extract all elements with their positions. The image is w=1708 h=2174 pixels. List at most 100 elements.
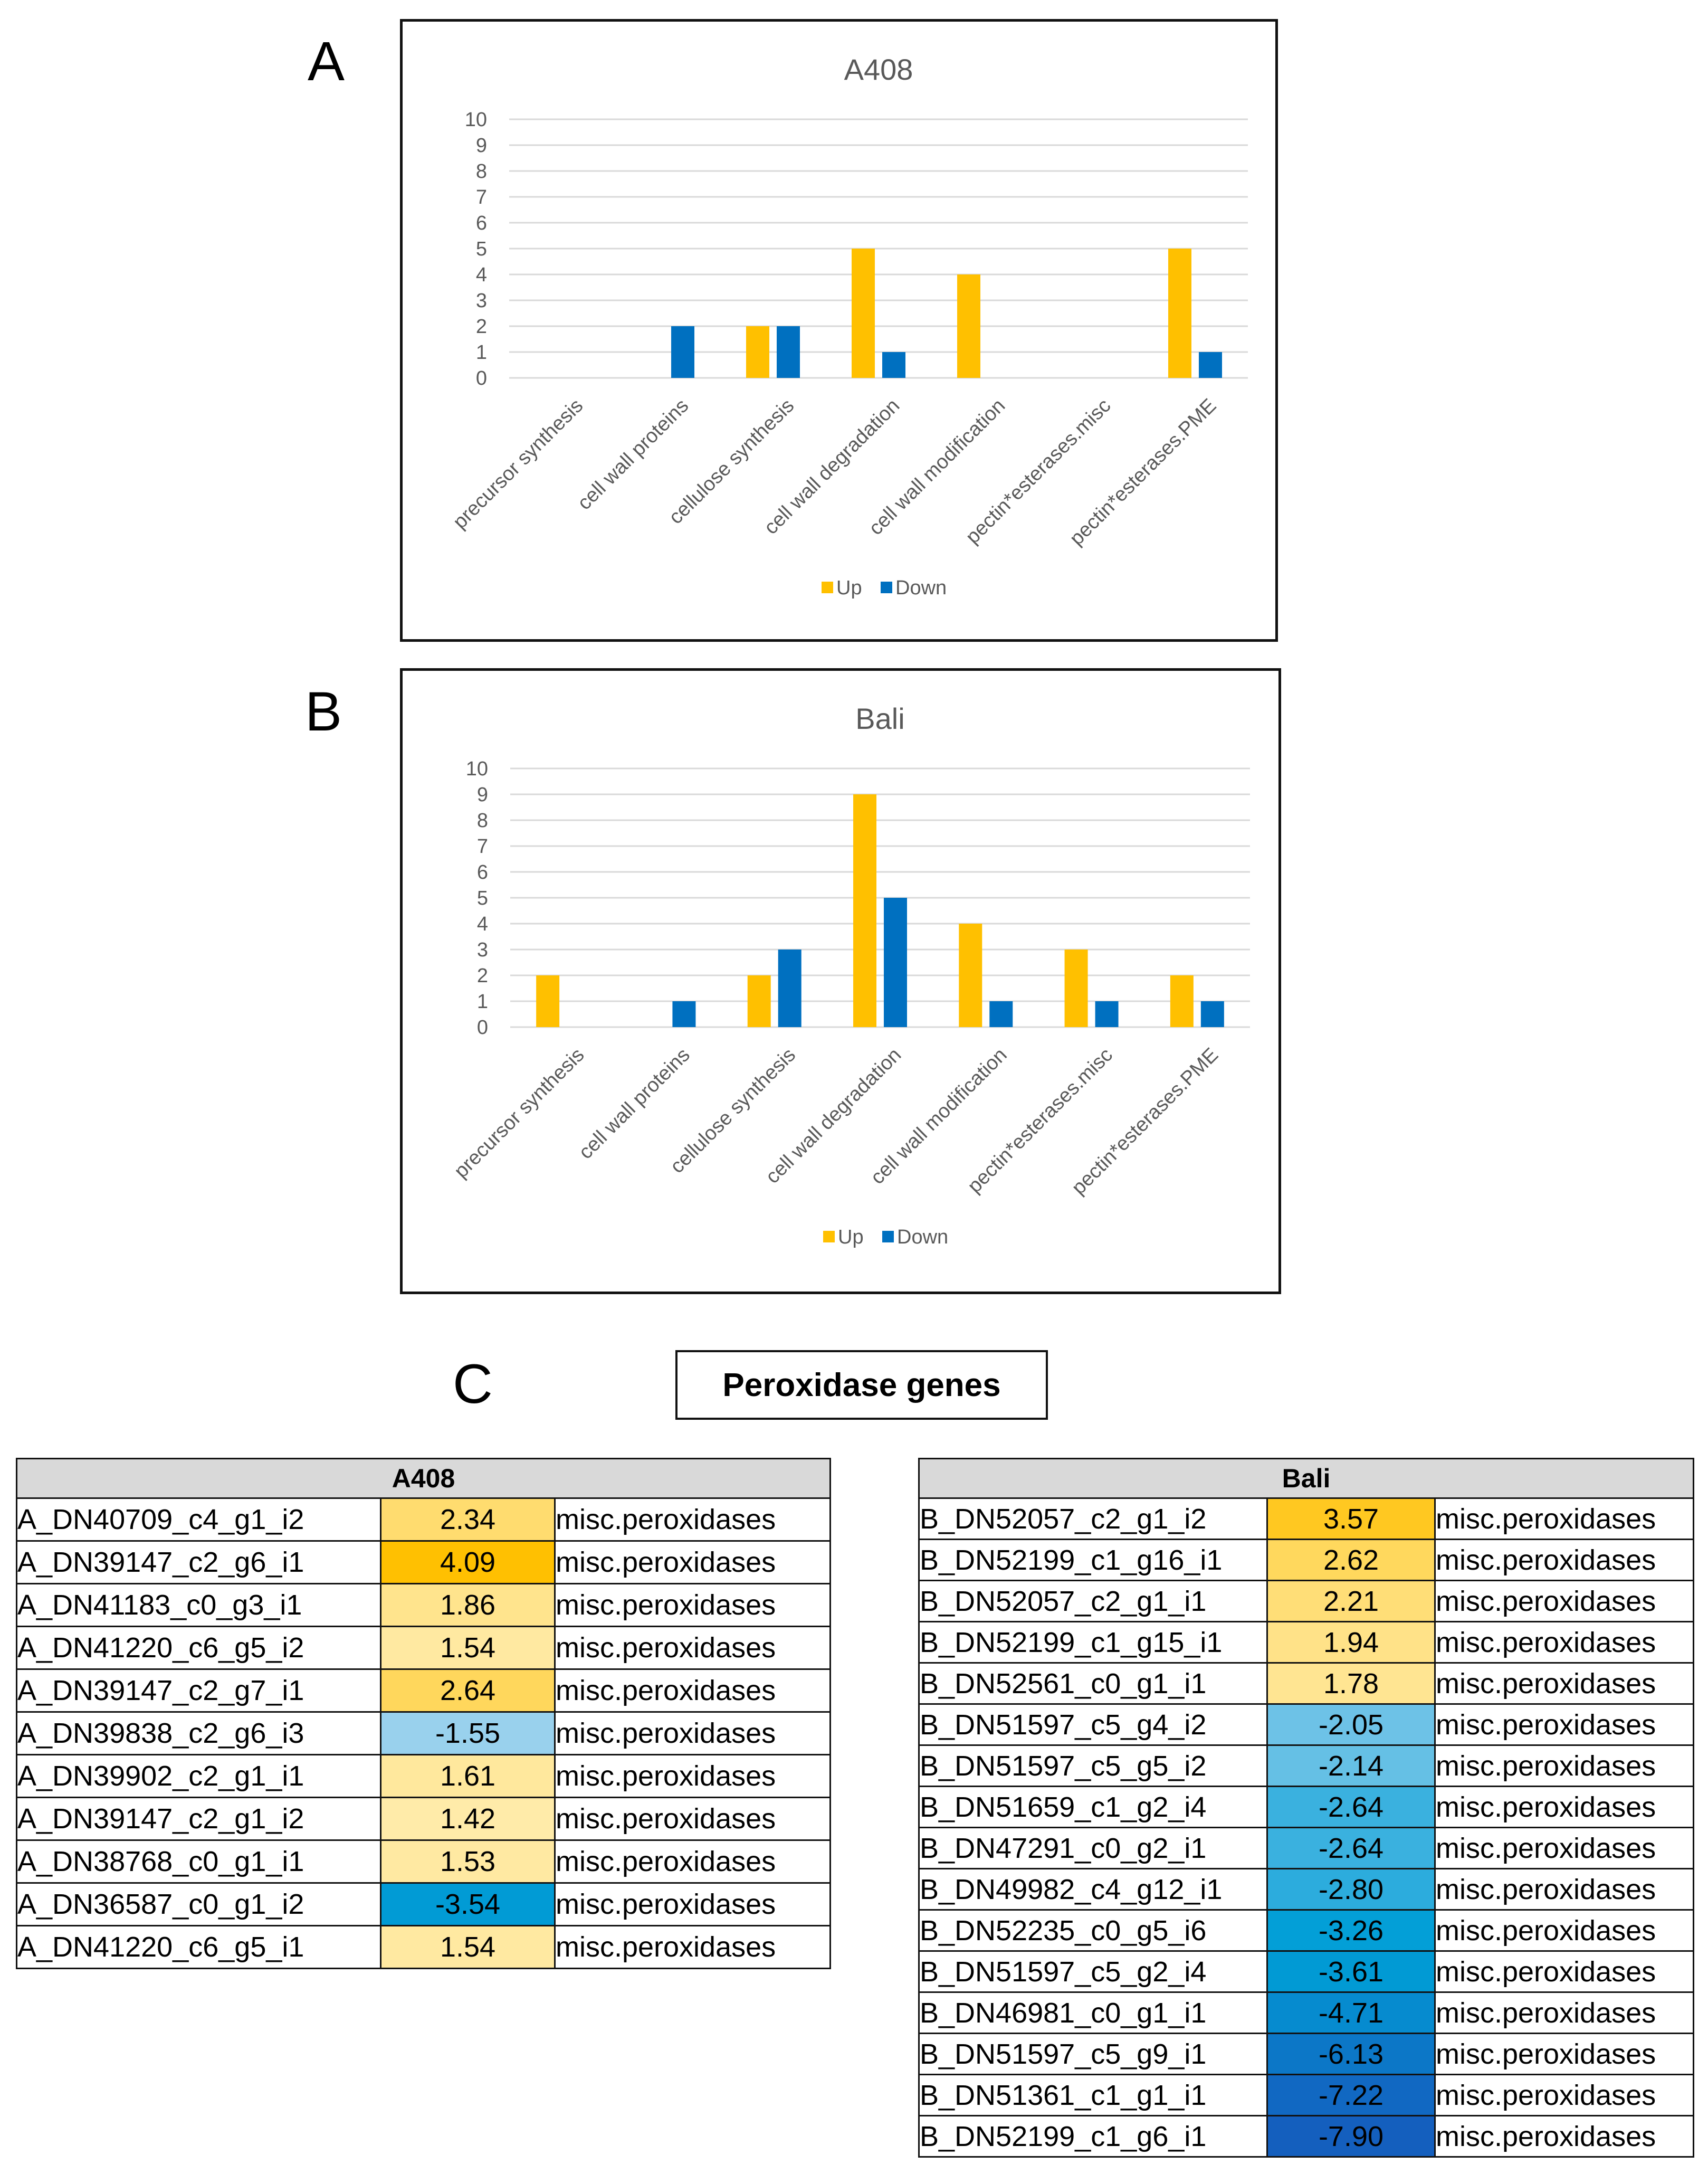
annotation-cell: misc.peroxidases xyxy=(554,1754,831,1798)
legend-swatch-down xyxy=(882,1231,894,1242)
annotation-cell: misc.peroxidases xyxy=(554,1839,831,1884)
fold-change-cell: -2.80 xyxy=(1266,1868,1436,1911)
fold-change-cell: -6.13 xyxy=(1266,2033,1436,2075)
fold-change-cell: -2.05 xyxy=(1266,1703,1436,1746)
annotation-cell: misc.peroxidases xyxy=(1434,1786,1695,1828)
legend-swatch-up xyxy=(822,582,833,593)
table-row: A_DN38768_c0_g1_i1 1.53 misc.peroxidases xyxy=(16,1839,831,1884)
fold-change-cell: -3.26 xyxy=(1266,1909,1436,1952)
fold-change-cell: -3.54 xyxy=(380,1882,556,1926)
table-header-a408: A408 xyxy=(16,1458,831,1499)
legend-label-up: Up xyxy=(838,1226,864,1248)
gene-id-cell: A_DN39147_c2_g6_i1 xyxy=(16,1540,381,1584)
x-category-label: cell wall proteins xyxy=(575,1044,694,1164)
y-tick-label: 9 xyxy=(476,135,487,157)
bar-up xyxy=(957,274,980,378)
y-tick-label: 2 xyxy=(477,965,488,987)
y-tick-label: 8 xyxy=(476,160,487,183)
bar-up xyxy=(853,794,876,1027)
table-row: A_DN40709_c4_g1_i2 2.34 misc.peroxidases xyxy=(16,1497,831,1542)
annotation-cell: misc.peroxidases xyxy=(554,1626,831,1670)
fold-change-cell: -2.64 xyxy=(1266,1786,1436,1828)
gene-id-cell: B_DN51597_c5_g4_i2 xyxy=(918,1703,1268,1746)
gene-id-cell: B_DN51597_c5_g2_i4 xyxy=(918,1950,1268,1993)
legend-label-down: Down xyxy=(897,1226,948,1248)
gene-id-cell: A_DN41183_c0_g3_i1 xyxy=(16,1583,381,1627)
bar-up xyxy=(747,975,771,1027)
y-tick-label: 3 xyxy=(477,939,488,961)
y-tick-label: 0 xyxy=(477,1017,488,1039)
annotation-cell: misc.peroxidases xyxy=(554,1925,831,1969)
gene-id-cell: B_DN51597_c5_g5_i2 xyxy=(918,1744,1268,1787)
bar-down xyxy=(671,326,694,378)
panel-label-a: A xyxy=(308,31,345,92)
gene-id-cell: A_DN36587_c0_g1_i2 xyxy=(16,1882,381,1926)
fold-change-cell: -7.90 xyxy=(1266,2115,1436,2158)
bar-down xyxy=(1199,352,1222,378)
table-row: A_DN39838_c2_g6_i3 -1.55 misc.peroxidases xyxy=(16,1711,831,1755)
table-row: B_DN46981_c0_g1_i1 -4.71 misc.peroxidases xyxy=(918,1991,1695,2034)
chart-a408-svg: A408 0 1 2 3 4 5 6 7 8 9 10 precursor synthesiscell … xyxy=(449,53,1248,599)
annotation-cell: misc.peroxidases xyxy=(554,1711,831,1755)
table-header-bali: Bali xyxy=(918,1458,1695,1499)
y-tick-label: 3 xyxy=(476,290,487,312)
table-row: A_DN41220_c6_g5_i1 1.54 misc.peroxidases xyxy=(16,1925,831,1969)
y-tick-label: 6 xyxy=(476,212,487,234)
table-row: A_DN41183_c0_g3_i1 1.86 misc.peroxidases xyxy=(16,1583,831,1627)
annotation-cell: misc.peroxidases xyxy=(1434,1497,1695,1540)
table-row: B_DN51597_c5_g5_i2 -2.14 misc.peroxidases xyxy=(918,1744,1695,1787)
fold-change-cell: 1.54 xyxy=(380,1925,556,1969)
y-tick-label: 1 xyxy=(476,341,487,364)
bar-up xyxy=(536,975,560,1027)
gene-id-cell: A_DN41220_c6_g5_i2 xyxy=(16,1626,381,1670)
gene-id-cell: B_DN51659_c1_g2_i4 xyxy=(918,1786,1268,1828)
annotation-cell: misc.peroxidases xyxy=(1434,1744,1695,1787)
annotation-cell: misc.peroxidases xyxy=(554,1583,831,1627)
y-tick-label: 4 xyxy=(477,913,488,935)
bar-up xyxy=(1170,975,1194,1027)
y-tick-label: 10 xyxy=(466,758,488,780)
chart-title: Bali xyxy=(855,702,904,735)
peroxidase-table-bali: Bali B_DN52057_c2_g1_i2 3.57 misc.peroxida… xyxy=(918,1458,1695,2158)
bar-down xyxy=(1200,1001,1224,1027)
gene-id-cell: B_DN52057_c2_g1_i1 xyxy=(918,1580,1268,1622)
fold-change-cell: 1.86 xyxy=(380,1583,556,1627)
table-row: B_DN47291_c0_g2_i1 -2.64 misc.peroxidases xyxy=(918,1827,1695,1869)
annotation-cell: misc.peroxidases xyxy=(1434,2074,1695,2116)
y-tick-label: 5 xyxy=(477,887,488,909)
table-row: B_DN51361_c1_g1_i1 -7.22 misc.peroxidases xyxy=(918,2074,1695,2116)
chart-bali-svg: Bali 0 1 2 3 4 5 6 7 8 9 10 precursor synthesiscell … xyxy=(450,702,1250,1248)
table-row: A_DN41220_c6_g5_i2 1.54 misc.peroxidases xyxy=(16,1626,831,1670)
panel-label-b: B xyxy=(305,681,342,743)
table-row: A_DN36587_c0_g1_i2 -3.54 misc.peroxidases xyxy=(16,1882,831,1926)
gene-id-cell: B_DN51597_c5_g9_i1 xyxy=(918,2033,1268,2075)
bar-up xyxy=(1168,249,1191,378)
table-row: B_DN51597_c5_g9_i1 -6.13 misc.peroxidases xyxy=(918,2033,1695,2075)
legend-label-down: Down xyxy=(895,577,947,599)
bar-down xyxy=(884,898,907,1027)
y-tick-label: 10 xyxy=(465,109,487,131)
y-tick-label: 7 xyxy=(476,186,487,208)
table-row: B_DN52199_c1_g6_i1 -7.90 misc.peroxidases xyxy=(918,2115,1695,2158)
gene-id-cell: B_DN52235_c0_g5_i6 xyxy=(918,1909,1268,1952)
gene-id-cell: B_DN51361_c1_g1_i1 xyxy=(918,2074,1268,2116)
gene-id-cell: A_DN39838_c2_g6_i3 xyxy=(16,1711,381,1755)
gene-id-cell: A_DN39147_c2_g1_i2 xyxy=(16,1797,381,1841)
gene-id-cell: A_DN39147_c2_g7_i1 xyxy=(16,1668,381,1713)
x-category-label: cell wall proteins xyxy=(574,395,693,515)
legend-label-up: Up xyxy=(836,577,862,599)
fold-change-cell: 2.62 xyxy=(1266,1539,1436,1581)
y-tick-label: 8 xyxy=(477,810,488,832)
table-row: B_DN52057_c2_g1_i2 3.57 misc.peroxidases xyxy=(918,1497,1695,1540)
gene-id-cell: A_DN41220_c6_g5_i1 xyxy=(16,1925,381,1969)
bar-down xyxy=(777,326,800,378)
bar-up xyxy=(1064,950,1088,1027)
fold-change-cell: 1.94 xyxy=(1266,1621,1436,1664)
bar-down xyxy=(1095,1001,1119,1027)
x-category-label: precursor synthesis xyxy=(449,395,588,534)
table-row: A_DN39147_c2_g1_i2 1.42 misc.peroxidases xyxy=(16,1797,831,1841)
fold-change-cell: -7.22 xyxy=(1266,2074,1436,2116)
y-tick-label: 4 xyxy=(476,264,487,286)
y-tick-label: 5 xyxy=(476,238,487,260)
fold-change-cell: 1.42 xyxy=(380,1797,556,1841)
